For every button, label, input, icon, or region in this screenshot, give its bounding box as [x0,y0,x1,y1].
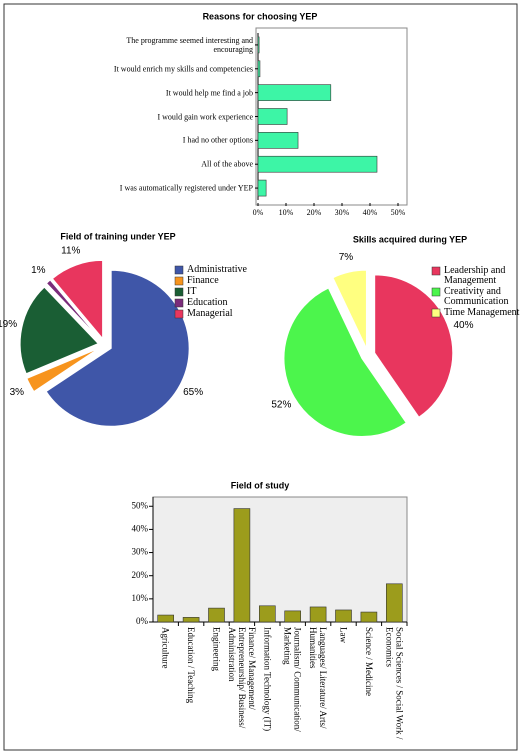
x-tick-label: 0% [253,208,264,217]
y-tick-label: 40% [132,523,149,533]
pie-slice [45,279,101,341]
y-tick-label: It would enrich my skills and competenci… [113,64,253,74]
x-tick-label: Engineering [211,627,222,671]
chart-title: Field of training under YEP [60,231,175,241]
y-tick-label: The programme seemed interesting and enc… [126,35,253,54]
y-tick-label: All of the above [201,159,253,169]
bar [233,508,251,623]
y-tick-label: I would gain work experience [157,112,253,121]
legend-label: Administrative [187,264,247,275]
bar [258,605,276,623]
chart-title: Reasons for choosing YEP [203,11,318,21]
bar [208,607,225,623]
data-label: 3% [10,387,25,398]
x-tick-label: Languages/ Literature/ Arts/ Humanities [308,627,329,729]
bar [257,84,332,101]
chart-title: Skills acquired during YEP [353,234,467,244]
y-tick-label: I had no other options [182,135,253,145]
bar [157,614,174,623]
x-tick-label: Science / Medicine [363,627,374,696]
legend-label: Time Management [444,307,520,318]
data-label: 52% [271,400,291,411]
y-tick-label: 50% [132,500,149,510]
legend-swatch [431,287,441,297]
bar [360,611,378,623]
y-tick-label: 30% [132,547,149,557]
data-label: 1% [31,265,46,276]
legend-swatch [174,287,184,297]
chart-title: Field of study [231,480,290,490]
legend-label: Finance [187,275,219,286]
x-tick-label: 50% [391,208,406,217]
bar [309,606,327,623]
x-tick-label: Finance/ Management/ Entrepreneurship/ B… [226,627,257,729]
pie-slice [45,269,190,427]
data-label: 65% [183,387,203,398]
legend-label: Managerial [187,308,233,319]
pie-slice [332,269,367,349]
bar [182,617,200,623]
data-label: 7% [339,252,354,263]
page-frame [3,3,518,751]
plot-area [152,496,408,623]
y-tick-label: 10% [132,593,149,603]
y-tick-label: 20% [132,570,149,580]
data-label: 40% [453,320,473,331]
bar [257,155,378,173]
x-tick-label: Journalism/ Communication/ Marketing [282,627,303,732]
bar [284,610,302,623]
x-tick-label: 20% [307,208,322,217]
pie-slice [19,286,100,375]
pie-slice [283,287,407,437]
bar [257,179,267,197]
data-label: 19% [0,319,17,330]
legend-label: Education [187,297,228,308]
legend-swatch [174,298,184,308]
x-tick-label: 40% [363,208,378,217]
bar [257,36,260,54]
legend-label: Leadership and Management [444,265,506,286]
x-tick-label: Education / Teaching [186,627,197,704]
data-label: 11% [61,246,80,257]
y-tick-label: 0% [136,616,149,626]
legend-swatch [174,265,184,275]
x-tick-label: 30% [335,208,350,217]
bar [257,60,261,78]
legend-swatch [431,308,441,318]
bar [257,108,288,125]
bar [335,609,352,623]
x-tick-label: Social Sciences / Social Work / Economic… [384,627,405,740]
legend-swatch [174,309,184,319]
y-tick-label: I was automatically registered under YEP [119,183,253,193]
pie-slice [26,347,100,393]
legend-label: Creativity and Communication [444,286,509,307]
legend-swatch [431,266,441,276]
x-tick-label: 10% [279,208,294,217]
bar [257,132,299,149]
legend-label: IT [187,286,197,297]
bar [385,583,403,623]
x-tick-label: Law [338,627,349,643]
pie-slice [51,259,104,340]
x-tick-label: Agriculture [160,627,171,669]
legend-swatch [174,276,184,286]
y-tick-label: It would help me find a job [165,88,253,98]
x-tick-label: Information Technology (IT) [262,627,273,732]
